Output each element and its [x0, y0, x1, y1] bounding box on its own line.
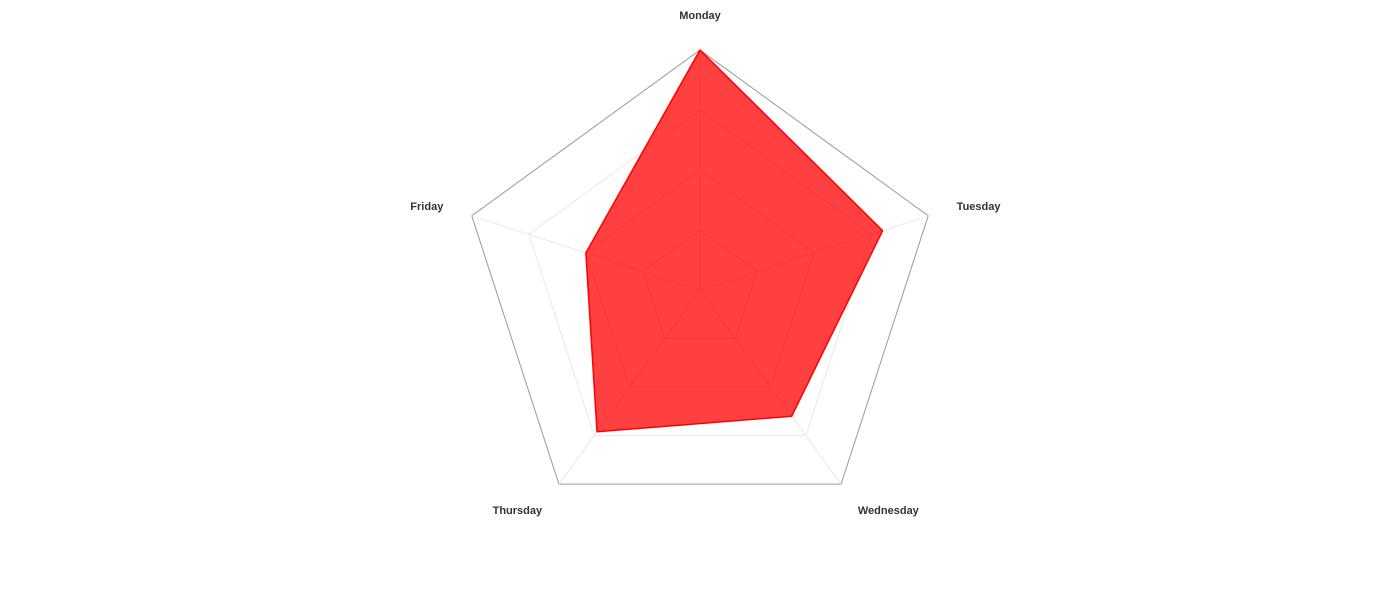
- axis-label-thursday: Thursday: [493, 505, 543, 517]
- axis-label-tuesday: Tuesday: [957, 201, 1002, 213]
- series-area-0: [585, 49, 884, 433]
- radar-axis-labels: Monday Tuesday Wednesday Thursday Friday: [410, 10, 1001, 517]
- radar-series: [585, 49, 884, 433]
- axis-label-wednesday: Wednesday: [858, 505, 920, 517]
- axis-label-friday: Friday: [410, 201, 444, 213]
- axis-label-monday: Monday: [679, 10, 721, 22]
- grid-ring-outer: [471, 49, 929, 485]
